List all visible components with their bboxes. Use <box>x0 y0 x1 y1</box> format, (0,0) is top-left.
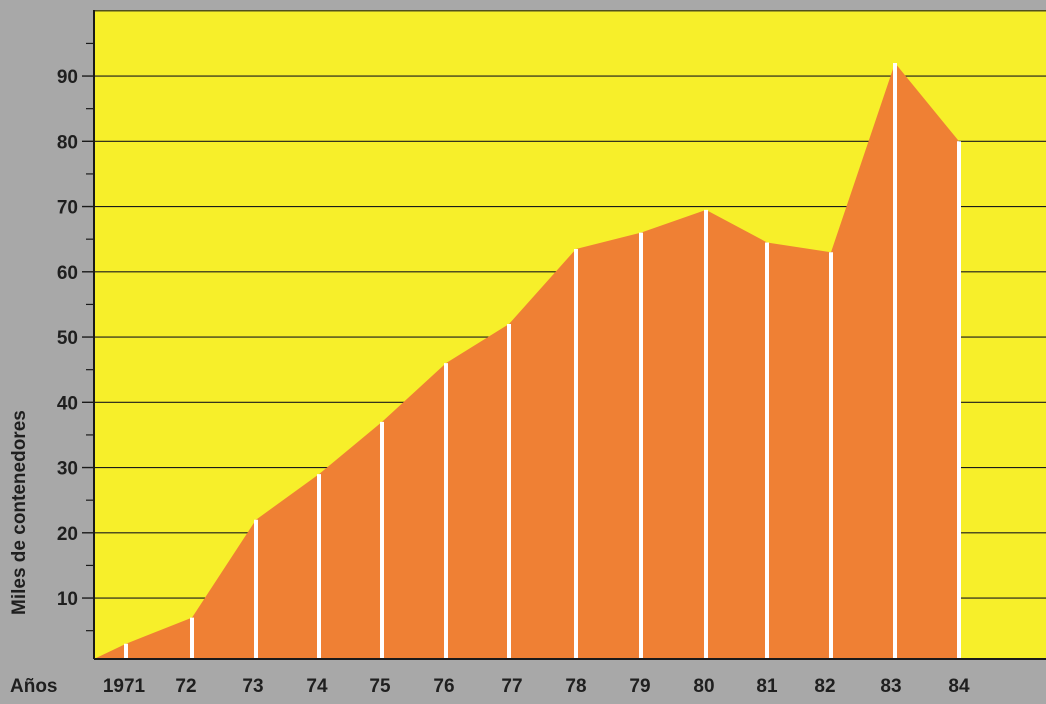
y-tick-label: 70 <box>57 198 78 219</box>
y-tick-label: 60 <box>57 263 78 284</box>
y-tick-label: 30 <box>57 459 78 480</box>
x-tick-label: 73 <box>242 676 263 697</box>
x-tick-label: 1971 <box>103 676 146 697</box>
y-tick-label: 20 <box>57 524 78 545</box>
x-tick-labels: 1971 72 73 74 75 76 77 78 79 80 81 82 83 84 <box>103 676 970 697</box>
y-tick-label: 80 <box>57 132 78 153</box>
x-tick-label: 78 <box>565 676 586 697</box>
year-marker-lines <box>124 63 961 659</box>
y-tick-label: 50 <box>57 328 78 349</box>
y-tick-label: 90 <box>57 67 78 88</box>
y-tick-label: 40 <box>57 393 78 414</box>
x-tick-label: 80 <box>693 676 714 697</box>
y-tick-labels: 10 20 30 40 50 60 70 80 90 <box>57 67 78 610</box>
x-tick-label: 83 <box>880 676 901 697</box>
x-tick-label: 82 <box>814 676 835 697</box>
x-tick-label: 77 <box>501 676 522 697</box>
x-tick-label: 81 <box>756 676 778 697</box>
area-series <box>94 63 959 659</box>
x-tick-label: 84 <box>948 676 970 697</box>
x-tick-label: 72 <box>175 676 196 697</box>
x-tick-label: 74 <box>306 676 328 697</box>
x-axis-title: Años <box>10 676 58 697</box>
x-tick-label: 76 <box>433 676 454 697</box>
y-tick-label: 10 <box>57 589 78 610</box>
x-tick-label: 79 <box>629 676 650 697</box>
x-tick-label: 75 <box>369 676 391 697</box>
y-axis-title: Miles de contenedores <box>9 410 30 615</box>
